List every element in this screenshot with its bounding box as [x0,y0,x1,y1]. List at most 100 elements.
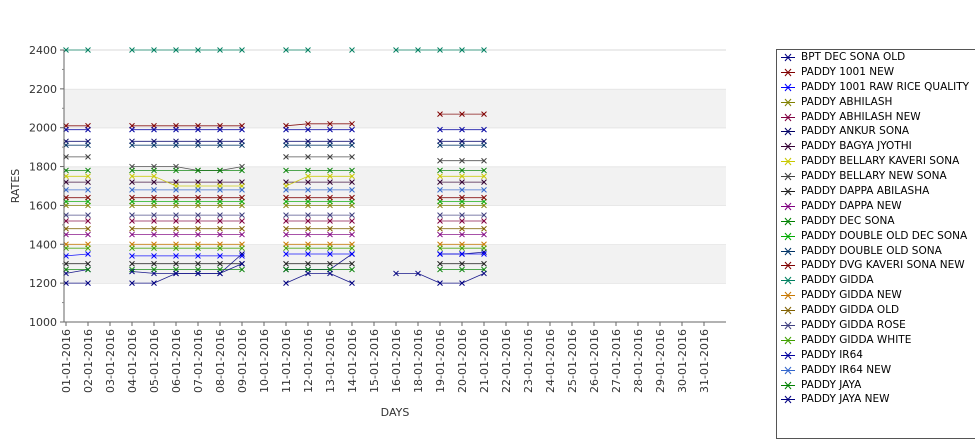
data-point [129,245,135,252]
legend-marker [781,172,795,181]
legend-label: BPT DEC SONA OLD [801,51,906,63]
data-point [239,231,245,238]
data-point [415,270,421,277]
data-point [349,154,355,160]
legend-label: PADDY 1001 RAW RICE QUALITY [801,80,970,93]
grid-band [64,283,726,322]
data-point [173,212,179,218]
data-point [393,270,399,277]
data-point [459,245,465,252]
legend-label: PADDY ABHILASH NEW [801,110,921,123]
data-point [239,47,245,53]
data-point [151,212,157,218]
chart-legend: BPT DEC SONA OLD PADDY 1001 NEW PADDY 1001… [776,49,975,439]
data-point [437,179,443,185]
legend-item: PADDY GIDDA [781,275,975,287]
y-tick-label: 2400 [29,44,57,57]
legend-item: PADDY DAPPA ABILASHA [781,186,975,198]
legend-label: PADDY DVG KAVERI SONA NEW [801,259,965,272]
legend-label: PADDY ANKUR SONA [801,125,910,138]
series-line [285,175,352,187]
series-line [65,269,89,274]
grid-bands [64,49,726,322]
data-point [283,126,289,133]
data-point [217,270,223,277]
data-point [129,212,135,218]
data-point [349,47,355,53]
data-point [129,179,135,185]
data-point [437,111,443,117]
data-point [327,260,333,267]
data-point [151,142,157,149]
x-tick-label: 20-01-2016 [456,329,469,393]
grid-band [64,50,726,89]
legend-label: PADDY GIDDA WHITE [801,333,912,346]
data-point [305,270,311,277]
legend-item: PADDY GIDDA WHITE [781,333,975,347]
series-line [65,253,89,257]
legend-marker [781,336,795,345]
data-point [195,270,201,277]
data-point [283,280,289,286]
x-tick-label: 04-01-2016 [126,329,139,393]
data-point [283,212,289,218]
data-point [239,212,245,218]
data-point [195,218,201,224]
legend-label: PADDY DAPPA NEW [801,199,902,212]
data-point [283,194,289,201]
legend-marker [781,217,795,226]
data-point [85,173,91,180]
data-point [327,231,333,238]
data-point [239,142,245,149]
data-point [129,280,135,286]
data-point [481,173,487,180]
data-point [327,120,333,127]
data-point [283,142,289,149]
data-point [459,173,465,180]
data-point [349,266,355,273]
legend-marker [781,247,795,255]
data-point [327,212,333,218]
data-point [151,260,157,267]
data-point [305,187,311,193]
legend-item: PADDY BAGYA JYOTHI [781,141,975,153]
data-point [305,212,311,218]
legend-item: PADDY IR64 NEW [781,364,975,377]
data-point [151,173,157,180]
legend-label: PADDY BELLARY NEW SONA [801,170,947,183]
legend-label: PADDY GIDDA NEW [801,289,902,302]
data-point [217,126,223,133]
data-point [173,167,179,174]
series-line [132,263,243,284]
data-point [327,167,333,174]
data-point [217,260,223,267]
y-tick-label: 2000 [29,122,57,135]
x-tick-label: 24-01-2016 [544,329,557,393]
data-point [349,173,355,180]
data-point [217,253,223,259]
data-point [305,120,311,127]
data-point [129,266,135,273]
data-point [85,194,91,201]
legend-marker [781,277,795,285]
data-point [195,187,201,193]
grid-band [64,166,726,206]
series-line [285,272,353,284]
data-point [459,212,465,218]
x-tick-label: 08-01-2016 [214,329,227,393]
data-point [239,126,245,133]
data-point [327,126,333,133]
data-point [195,245,201,252]
data-point [85,167,91,174]
data-point [459,231,465,238]
data-point [217,218,223,224]
data-point [239,253,245,259]
data-point [437,251,443,257]
data-point [327,194,333,201]
legend-item: PADDY DAPPA NEW [781,199,975,213]
legend-item: PADDY IR64 [781,349,975,362]
series-markers [63,47,487,286]
data-point [195,142,201,149]
y-tick-label: 1600 [29,199,57,212]
x-tick-label: 22-01-2016 [500,329,513,393]
